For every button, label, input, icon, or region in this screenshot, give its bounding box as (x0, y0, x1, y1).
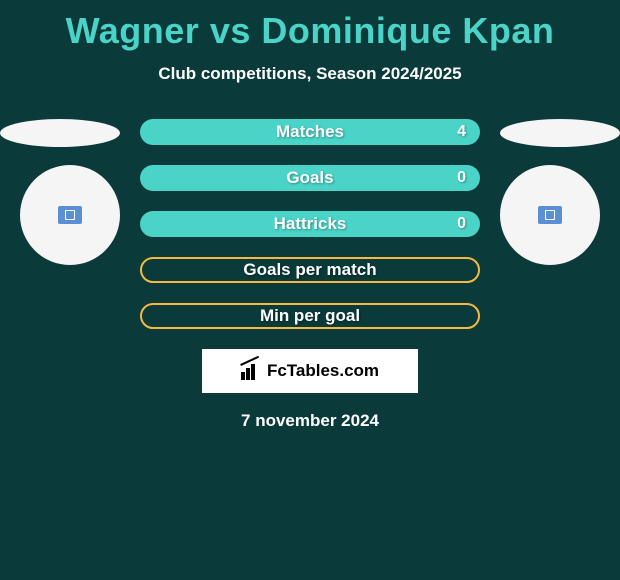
content-area: Matches 4 Goals 0 Hattricks 0 Goals per … (0, 119, 620, 431)
logo-text: FcTables.com (267, 361, 379, 381)
stat-value: 0 (457, 211, 466, 237)
player-left-avatar (20, 165, 120, 265)
stat-label: Hattricks (140, 211, 480, 237)
stats-list: Matches 4 Goals 0 Hattricks 0 Goals per … (140, 119, 480, 329)
player-right-avatar (500, 165, 600, 265)
player-placeholder-icon (58, 206, 82, 224)
stat-row-matches: Matches 4 (140, 119, 480, 145)
player-placeholder-icon (538, 206, 562, 224)
date-label: 7 november 2024 (0, 411, 620, 431)
stat-label: Goals per match (142, 259, 478, 281)
stat-label: Min per goal (142, 305, 478, 327)
player-right-oval (500, 119, 620, 147)
logo-box: FcTables.com (202, 349, 418, 393)
fctables-icon (241, 362, 261, 380)
stat-row-goals: Goals 0 (140, 165, 480, 191)
player-left-oval (0, 119, 120, 147)
stat-label: Matches (140, 119, 480, 145)
stat-value: 0 (457, 165, 466, 191)
stat-label: Goals (140, 165, 480, 191)
stat-row-min-per-goal: Min per goal (140, 303, 480, 329)
stat-row-hattricks: Hattricks 0 (140, 211, 480, 237)
page-title: Wagner vs Dominique Kpan (0, 0, 620, 52)
stat-value: 4 (457, 119, 466, 145)
subtitle: Club competitions, Season 2024/2025 (0, 64, 620, 84)
stat-row-goals-per-match: Goals per match (140, 257, 480, 283)
